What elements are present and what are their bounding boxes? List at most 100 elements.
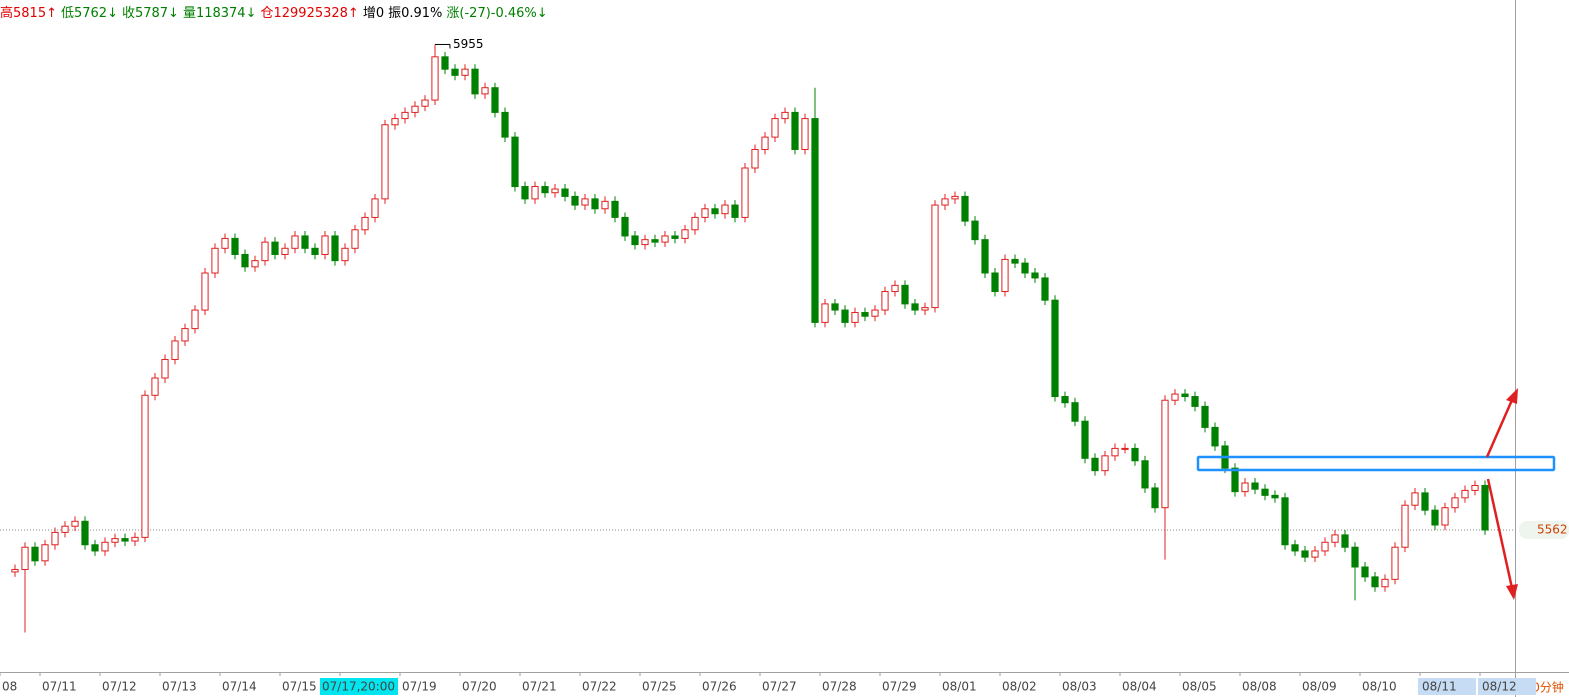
selected-label-bg: [1478, 678, 1536, 695]
body: [901, 284, 909, 305]
body: [1271, 494, 1279, 499]
x-tick-label: 08/10: [1362, 680, 1397, 694]
body: [451, 68, 459, 76]
body: [1031, 272, 1039, 279]
body: [1101, 455, 1109, 472]
body: [181, 328, 189, 342]
body: [211, 247, 219, 274]
body: [1141, 460, 1149, 489]
body: [741, 167, 749, 218]
body: [821, 303, 829, 323]
highlight-box: [1196, 455, 1556, 472]
x-tick-label: 07/22: [582, 680, 617, 694]
body: [541, 186, 549, 194]
body: [521, 186, 529, 200]
cursor-label-bg: [320, 678, 398, 695]
body: [1011, 258, 1019, 264]
x-tick-label: 07/29: [882, 680, 917, 694]
x-tick-label: 07/14: [222, 680, 257, 694]
x-tick-label: 07/17,20:00: [322, 680, 395, 694]
body: [1071, 402, 1079, 422]
x-tick-label: 08/08: [1242, 680, 1277, 694]
body: [631, 235, 639, 246]
body: [1161, 399, 1169, 509]
body: [1451, 497, 1459, 509]
body: [1181, 393, 1189, 398]
body: [781, 111, 789, 120]
body: [1281, 497, 1289, 546]
arrow-head: [1506, 388, 1518, 404]
body: [231, 237, 239, 255]
body: [401, 111, 409, 120]
body: [1091, 457, 1099, 472]
x-tick-label: 08/04: [1122, 680, 1157, 694]
x-tick-label: 07/20: [462, 680, 497, 694]
body: [1321, 541, 1329, 552]
body: [81, 520, 89, 546]
body: [1171, 393, 1179, 401]
body: [501, 111, 509, 138]
body: [1251, 482, 1259, 490]
body: [151, 377, 159, 396]
x-tick-label: 07/15: [282, 680, 317, 694]
body: [291, 235, 299, 249]
body: [701, 208, 709, 218]
body: [581, 198, 589, 206]
body: [911, 303, 919, 311]
body: [1461, 489, 1469, 499]
body: [601, 200, 609, 210]
stat: 低5762↓: [60, 6, 118, 21]
body: [991, 272, 999, 293]
body: [101, 541, 109, 552]
body: [511, 136, 519, 188]
x-tick-label: 08/11: [1422, 680, 1457, 694]
stat: 高5815↑: [0, 6, 57, 21]
body: [1381, 578, 1389, 588]
stat: 量118374↓: [182, 6, 257, 21]
body: [141, 394, 149, 538]
body: [1261, 488, 1269, 496]
body: [611, 200, 619, 218]
x-tick-label: 07/28: [822, 680, 857, 694]
body: [951, 195, 959, 200]
header-stats: 高5815↑ 低5762↓ 收5787↓ 量118374↓ 仓129925328↑ 增0 振…: [0, 2, 552, 21]
body: [341, 247, 349, 262]
body: [1241, 482, 1249, 493]
body: [301, 235, 309, 249]
body: [391, 118, 399, 126]
body: [1001, 258, 1009, 293]
body: [591, 198, 599, 210]
body: [201, 272, 209, 311]
stat: 振0.91%: [388, 6, 443, 21]
body: [31, 546, 39, 562]
x-tick-label: 07/27: [762, 680, 797, 694]
body: [811, 118, 819, 323]
x-tick-label: 08/03: [1062, 680, 1097, 694]
body: [1471, 484, 1479, 491]
body: [491, 87, 499, 113]
body: [1351, 546, 1359, 568]
body: [241, 253, 249, 268]
body: [561, 188, 569, 197]
body: [1341, 534, 1349, 548]
body: [711, 208, 719, 215]
body: [1301, 550, 1309, 558]
body: [381, 124, 389, 200]
body: [1081, 420, 1089, 459]
body: [531, 186, 539, 200]
x-tick-label: 08/05: [1182, 680, 1217, 694]
body: [351, 229, 359, 249]
body: [671, 235, 679, 239]
body: [471, 68, 479, 95]
last-price-label: 5562: [1537, 522, 1568, 536]
body: [1441, 507, 1449, 526]
body: [1021, 262, 1029, 274]
body: [1291, 544, 1299, 552]
body: [441, 56, 449, 70]
body: [1111, 447, 1119, 457]
body: [321, 235, 329, 255]
x-tick-label: 07/25: [642, 680, 677, 694]
body: [891, 284, 899, 293]
body: [941, 198, 949, 206]
body: [831, 303, 839, 311]
